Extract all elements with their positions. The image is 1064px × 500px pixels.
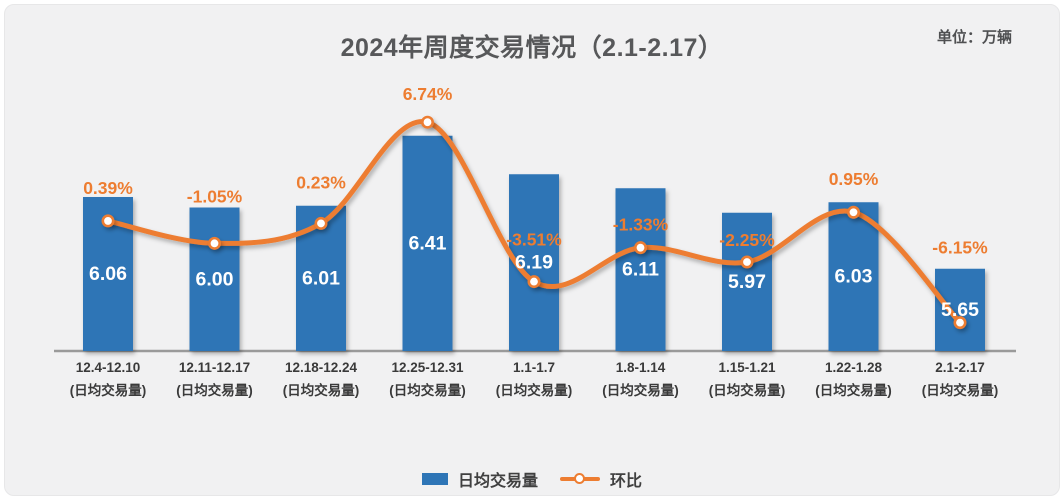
x-axis-label-sub: (日均交易量) <box>176 382 253 398</box>
bar <box>935 268 985 351</box>
pct-label: -3.51% <box>506 230 562 250</box>
x-axis-label-date: 1.15-1.21 <box>718 360 776 375</box>
x-axis-label-date: 12.18-12.24 <box>285 360 358 375</box>
bar <box>615 188 666 351</box>
trend-marker-icon <box>846 205 860 219</box>
pct-label: 0.23% <box>296 172 346 192</box>
legend-line-marker-icon <box>574 473 585 484</box>
x-axis-label-date: 1.22-1.28 <box>825 360 883 375</box>
trend-marker-icon <box>953 316 967 330</box>
trend-marker-icon <box>527 275 541 289</box>
legend-bar-swatch-icon <box>421 473 448 485</box>
legend: 日均交易量 环比 <box>0 467 1064 491</box>
bar-value-label: 5.65 <box>941 299 979 321</box>
x-axis-label-date: 12.4-12.10 <box>76 360 141 375</box>
legend-bar-label: 日均交易量 <box>457 473 538 490</box>
x-axis-label-sub: (日均交易量) <box>283 382 360 398</box>
x-axis-label-sub: (日均交易量) <box>496 382 573 398</box>
bar-value-label: 6.11 <box>622 259 659 281</box>
pct-label: 0.95% <box>829 169 879 189</box>
pct-label: -1.05% <box>187 186 243 206</box>
bar <box>722 212 772 351</box>
x-axis-label-sub: (日均交易量) <box>70 382 147 398</box>
x-axis-label-date: 12.11-12.17 <box>179 360 250 375</box>
pct-label: -2.25% <box>719 230 775 250</box>
x-axis-label-date: 1.1-1.7 <box>513 360 555 375</box>
chart-title: 2024年周度交易情况（2.1-2.17） <box>340 34 724 62</box>
bar <box>402 135 453 351</box>
trend-marker-icon <box>420 115 434 129</box>
bar-value-label: 6.01 <box>302 267 340 289</box>
trend-marker-icon <box>101 214 115 228</box>
x-axis-label-sub: (日均交易量) <box>709 382 786 398</box>
trend-marker-icon <box>208 236 222 250</box>
trend-marker-icon <box>314 216 328 230</box>
bar-value-label: 6.06 <box>89 263 127 285</box>
pct-label: 0.39% <box>83 178 133 198</box>
bar <box>828 202 879 351</box>
bar-value-label: 6.03 <box>835 266 873 288</box>
trend-marker-icon <box>740 255 754 269</box>
x-axis-label-sub: (日均交易量) <box>922 382 999 398</box>
bar <box>189 207 240 351</box>
x-axis-label-date: 2.1-2.17 <box>935 360 985 375</box>
legend-line-swatch-icon <box>560 473 600 485</box>
bar-value-label: 5.97 <box>728 271 766 293</box>
unit-label: 单位：万辆 <box>936 29 1012 46</box>
x-axis-label-date: 1.8-1.14 <box>616 360 666 375</box>
bar-value-label: 6.19 <box>515 252 553 274</box>
x-axis-label-sub: (日均交易量) <box>602 382 679 398</box>
x-axis-label-sub: (日均交易量) <box>815 382 892 398</box>
trend-marker-icon <box>633 241 647 255</box>
legend-line-label: 环比 <box>610 473 643 490</box>
x-axis-label-date: 12.25-12.31 <box>391 360 464 375</box>
pct-label: -6.15% <box>932 238 988 258</box>
bar-value-label: 6.00 <box>196 268 234 290</box>
x-axis-label-sub: (日均交易量) <box>389 382 466 398</box>
trend-markers <box>101 115 967 330</box>
bar-value-label: 6.41 <box>409 232 447 254</box>
pct-label: 6.74% <box>403 84 453 104</box>
pct-label: -1.33% <box>613 215 669 235</box>
